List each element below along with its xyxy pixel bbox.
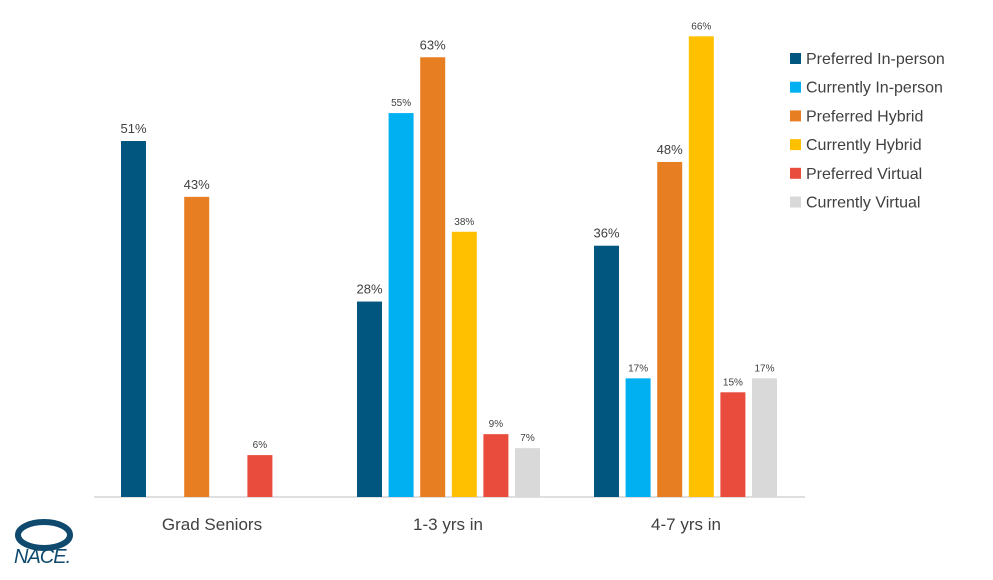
legend-label: Currently Hybrid xyxy=(806,137,922,154)
x-tick-label: 4-7 yrs in xyxy=(651,515,721,534)
data-label: 7% xyxy=(520,433,535,444)
bar xyxy=(515,448,540,497)
bar xyxy=(357,301,382,497)
bar xyxy=(752,378,777,497)
bar xyxy=(720,392,746,497)
legend-label: Currently Virtual xyxy=(806,195,920,212)
data-label: 9% xyxy=(489,419,504,430)
logo-text: NACE. xyxy=(14,546,71,568)
legend-swatch xyxy=(790,139,801,151)
nace-swoosh-icon xyxy=(15,519,73,551)
data-label: 6% xyxy=(253,440,268,451)
data-label: 17% xyxy=(754,363,774,374)
nace-logo: NACE. xyxy=(14,518,84,570)
data-label: 51% xyxy=(120,121,146,136)
legend-label: Currently In-person xyxy=(806,80,943,97)
bar xyxy=(451,231,477,497)
legend-swatch xyxy=(790,81,801,93)
legend-label: Preferred Virtual xyxy=(806,166,922,183)
bar xyxy=(388,113,414,497)
bar xyxy=(594,245,619,497)
bars-group xyxy=(121,36,777,498)
x-tick-label: Grad Seniors xyxy=(162,515,262,534)
bar xyxy=(184,196,210,498)
bar xyxy=(625,378,651,497)
bar xyxy=(247,455,273,497)
bar xyxy=(420,57,446,497)
data-label: 17% xyxy=(628,363,648,374)
x-tick-labels: Grad Seniors 1-3 yrs in 4-7 yrs in xyxy=(162,515,721,534)
data-labels-group: 51% 43% 6% 28% 55% 63% 38% 9% 7% 36% 17% 48% 66% 15% 1… xyxy=(120,21,774,451)
data-label: 15% xyxy=(723,377,743,388)
data-label: 43% xyxy=(184,177,210,192)
data-label: 28% xyxy=(356,282,382,297)
bar xyxy=(688,36,714,497)
data-label: 63% xyxy=(420,37,446,52)
data-label: 55% xyxy=(391,98,411,109)
bar xyxy=(657,161,683,497)
x-tick-label: 1-3 yrs in xyxy=(413,515,483,534)
data-label: 38% xyxy=(454,217,474,228)
data-label: 36% xyxy=(593,226,619,241)
data-label: 48% xyxy=(657,142,683,157)
bar xyxy=(483,434,509,497)
legend-label: Preferred Hybrid xyxy=(806,108,923,125)
legend-swatch xyxy=(790,196,801,208)
legend-swatch xyxy=(790,167,801,179)
legend-swatch xyxy=(790,53,801,64)
data-label: 66% xyxy=(691,21,711,32)
legend: Preferred In-person Currently In-person Pr… xyxy=(790,51,945,212)
legend-label: Preferred In-person xyxy=(806,51,945,68)
bar xyxy=(121,141,146,497)
legend-swatch xyxy=(790,110,801,122)
